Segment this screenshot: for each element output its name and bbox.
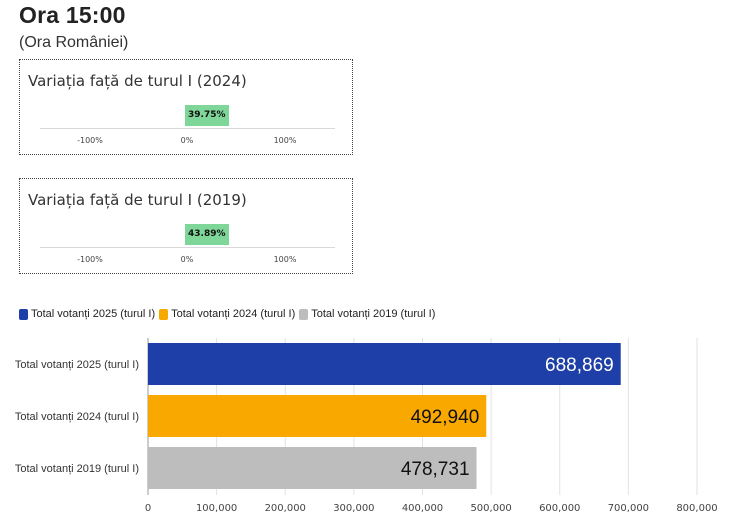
- bar-chart: 0 100,000 200,000 300,000 400,000 500,000 600,…: [15, 338, 718, 514]
- legend-label: Total votanți 2019 (turul I): [311, 308, 436, 320]
- bar: [148, 343, 621, 385]
- legend-item[interactable]: Total votanți 2019 (turul I): [299, 308, 435, 320]
- page-subtitle: (Ora României): [19, 34, 129, 51]
- variation-tick-label: 100%: [273, 255, 297, 264]
- legend-label: Total votanți 2024 (turul I): [171, 308, 296, 320]
- variation-axis-line: [40, 247, 335, 248]
- y-category-label: Total votanți 2019 (turul I): [15, 463, 139, 475]
- x-tick-label: 100,000: [196, 503, 237, 514]
- variation-card-2019: Variația față de turul I (2019) 43.89% -…: [19, 178, 353, 274]
- x-tick-label: 500,000: [470, 503, 511, 514]
- bar: [148, 395, 487, 437]
- y-category-label: Total votanți 2024 (turul I): [15, 411, 139, 423]
- variation-tick-label: 0%: [180, 255, 194, 264]
- bar-value-label: 492,940: [411, 407, 480, 428]
- x-tick-label: 300,000: [333, 503, 374, 514]
- x-tick-label: 800,000: [676, 503, 717, 514]
- bar-value-label: 478,731: [401, 459, 470, 480]
- variation-card-title: Variația față de turul I (2019): [28, 191, 247, 209]
- variation-tick-label: 100%: [273, 136, 297, 145]
- legend-item[interactable]: Total votanți 2025 (turul I): [19, 308, 155, 320]
- variation-tick-label: -100%: [77, 136, 103, 145]
- legend-item[interactable]: Total votanți 2024 (turul I): [159, 308, 295, 320]
- variation-axis-line: [40, 128, 335, 129]
- x-tick-label: 200,000: [265, 503, 306, 514]
- bar: [148, 447, 477, 489]
- chart-legend: Total votanți 2025 (turul I) Total votan…: [19, 308, 439, 320]
- x-tick-label: 0: [145, 503, 151, 514]
- x-tick-label: 700,000: [608, 503, 649, 514]
- variation-value-badge: 43.89%: [185, 224, 229, 245]
- variation-card-2024: Variația față de turul I (2024) 39.75% -…: [19, 59, 353, 155]
- variation-card-title: Variația față de turul I (2024): [28, 72, 247, 90]
- variation-value-badge: 39.75%: [185, 105, 229, 126]
- x-tick-label: 600,000: [539, 503, 580, 514]
- legend-swatch: [19, 308, 28, 320]
- legend-label: Total votanți 2025 (turul I): [31, 308, 156, 320]
- legend-swatch: [159, 308, 169, 320]
- legend-swatch: [299, 308, 309, 320]
- bar-value-label: 688,869: [545, 355, 614, 376]
- x-tick-label: 400,000: [402, 503, 443, 514]
- variation-tick-label: 0%: [180, 136, 194, 145]
- y-category-label: Total votanți 2025 (turul I): [15, 359, 139, 371]
- page-title: Ora 15:00: [19, 2, 126, 28]
- variation-tick-label: -100%: [77, 255, 103, 264]
